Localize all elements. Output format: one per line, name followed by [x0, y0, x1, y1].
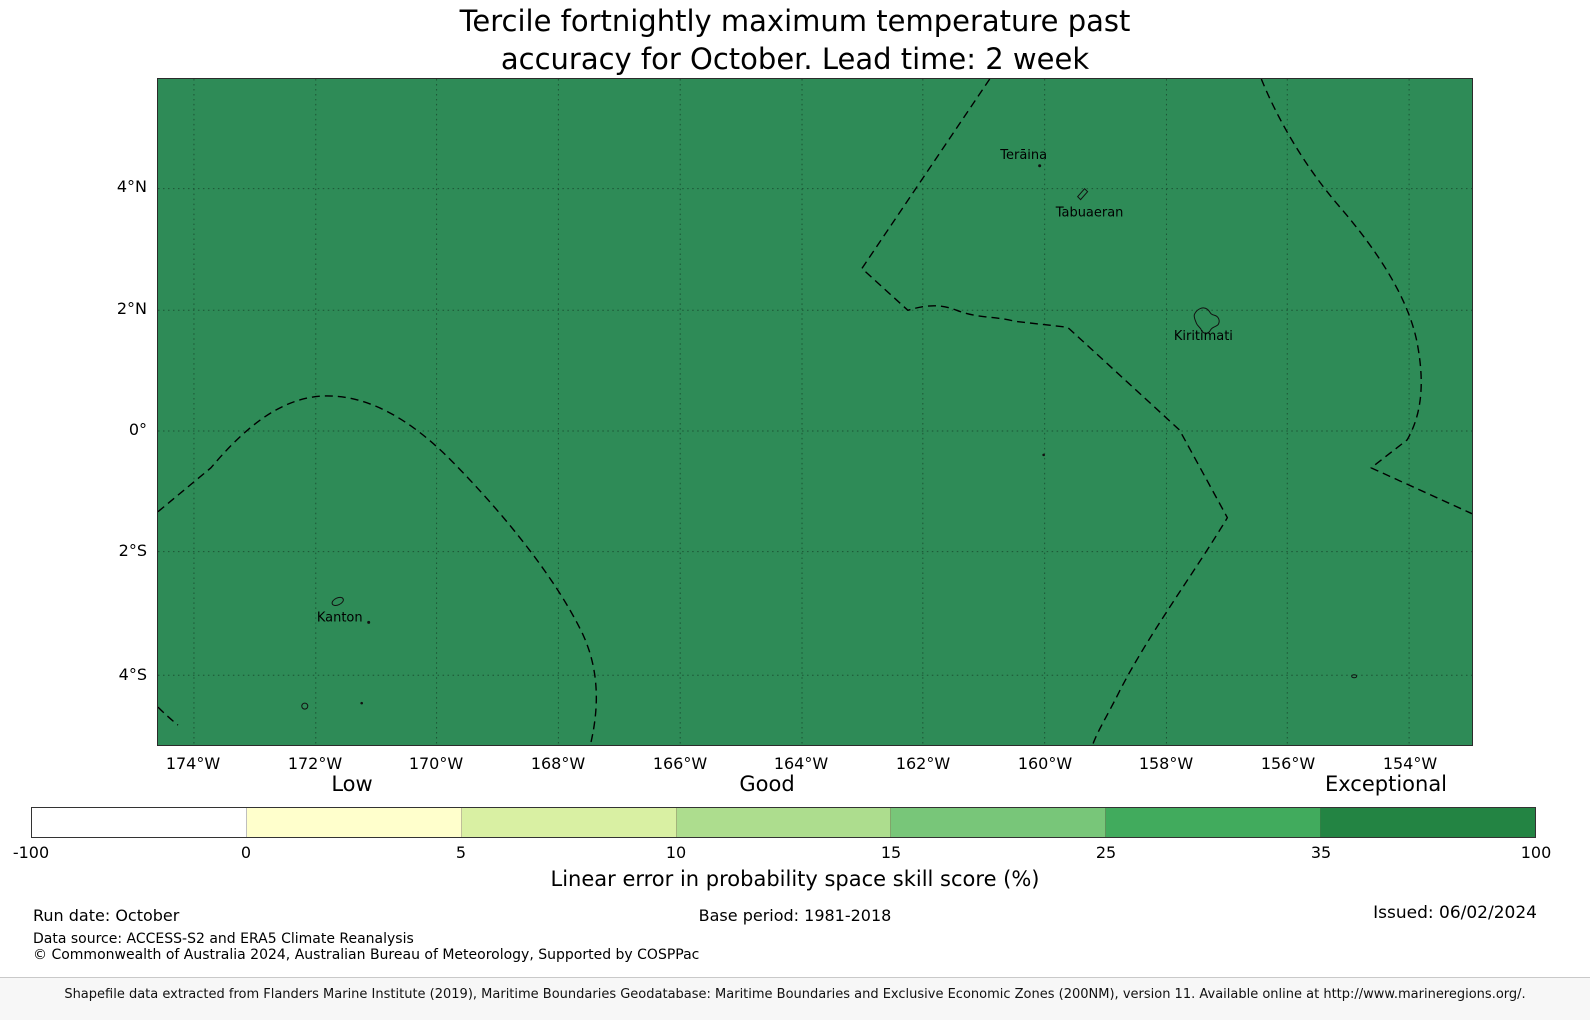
base-period-text: Base period: 1981-2018	[698, 906, 892, 925]
map-gridlines	[158, 79, 1472, 745]
colorbar-tick-15: 15	[880, 843, 902, 862]
eez-boundary-southwest-corner	[158, 706, 179, 726]
colorbar-segment-1	[246, 808, 462, 837]
colorbar-segment-6	[1321, 808, 1536, 837]
islet-ring-southeast	[1351, 674, 1358, 679]
colorbar-tick-35: 35	[1310, 843, 1332, 862]
island-label-tabuaeran: Tabuaeran	[1055, 206, 1124, 221]
island-label-kanton: Kanton	[317, 610, 363, 625]
x-tick-162w: 162°W	[895, 754, 951, 773]
tabuaeran-island-shape	[1076, 187, 1089, 201]
colorbar-category-exceptional: Exceptional	[1324, 772, 1448, 796]
x-tick-166w: 166°W	[652, 754, 708, 773]
colorbar-tick-0: 0	[240, 843, 252, 862]
colorbar-tick-5: 5	[455, 843, 467, 862]
colorbar-segment-5	[1106, 808, 1322, 837]
shapefile-attribution-text: Shapefile data extracted from Flanders M…	[64, 987, 1526, 1002]
islet-ring-southwest	[301, 702, 309, 710]
colorbar-segment-3	[676, 808, 892, 837]
island-label-teraina: Terāina	[999, 148, 1047, 163]
run-date-text: Run date: October	[33, 906, 180, 925]
title-line-1: Tercile fortnightly maximum temperature …	[459, 4, 1131, 38]
colorbar-category-low: Low	[331, 772, 373, 796]
x-tick-160w: 160°W	[1017, 754, 1073, 773]
kanton-island-shape	[331, 596, 344, 606]
y-tick-0: 0°	[128, 420, 147, 439]
islet-dot-equator	[1042, 453, 1045, 457]
map-canvas: Terāina Tabuaeran Kiritimati Kanton	[158, 79, 1472, 745]
x-tick-156w: 156°W	[1260, 754, 1316, 773]
islet-dot-1	[367, 620, 371, 624]
teraina-island-shape	[1038, 164, 1042, 168]
title-line-2: accuracy for October. Lead time: 2 week	[500, 42, 1090, 77]
colorbar-tick-100: 100	[1520, 843, 1552, 862]
island-label-kiritimati: Kiritimati	[1174, 329, 1233, 344]
figure-title: Tercile fortnightly maximum temperature …	[0, 2, 1590, 79]
eez-boundary-central	[861, 79, 1229, 745]
y-tick-4n: 4°N	[116, 177, 147, 196]
y-tick-2n: 2°N	[116, 299, 147, 318]
eez-boundary-west	[158, 395, 598, 745]
x-tick-168w: 168°W	[530, 754, 586, 773]
y-tick-4s: 4°S	[118, 665, 147, 684]
x-tick-174w: 174°W	[165, 754, 221, 773]
y-tick-2s: 2°S	[118, 541, 147, 560]
colorbar-tick-neg100: -100	[12, 843, 50, 862]
data-source-text: Data source: ACCESS-S2 and ERA5 Climate …	[33, 931, 414, 947]
colorbar-category-good: Good	[739, 772, 795, 796]
map-area: Terāina Tabuaeran Kiritimati Kanton	[157, 78, 1473, 746]
attribution-bar: Shapefile data extracted from Flanders M…	[0, 977, 1590, 1020]
issued-date-text: Issued: 06/02/2024	[1373, 903, 1537, 923]
colorbar-segment-2	[461, 808, 677, 837]
kiritimati-island-shape	[1193, 307, 1220, 334]
island-shapes	[301, 164, 1358, 710]
colorbar-tick-25: 25	[1095, 843, 1117, 862]
islet-dot-2	[360, 701, 363, 705]
copyright-text: © Commonwealth of Australia 2024, Austra…	[33, 947, 700, 963]
colorbar-segment-0	[32, 808, 247, 837]
x-tick-158w: 158°W	[1138, 754, 1194, 773]
x-tick-164w: 164°W	[773, 754, 829, 773]
x-tick-172w: 172°W	[287, 754, 343, 773]
eez-boundary-east	[1260, 79, 1472, 515]
colorbar-tick-10: 10	[665, 843, 687, 862]
colorbar-segment-4	[891, 808, 1107, 837]
eez-boundary-lines	[158, 79, 1472, 745]
colorbar	[31, 807, 1536, 838]
colorbar-caption: Linear error in probability space skill …	[550, 867, 1040, 891]
x-tick-170w: 170°W	[408, 754, 464, 773]
x-tick-154w: 154°W	[1382, 754, 1438, 773]
